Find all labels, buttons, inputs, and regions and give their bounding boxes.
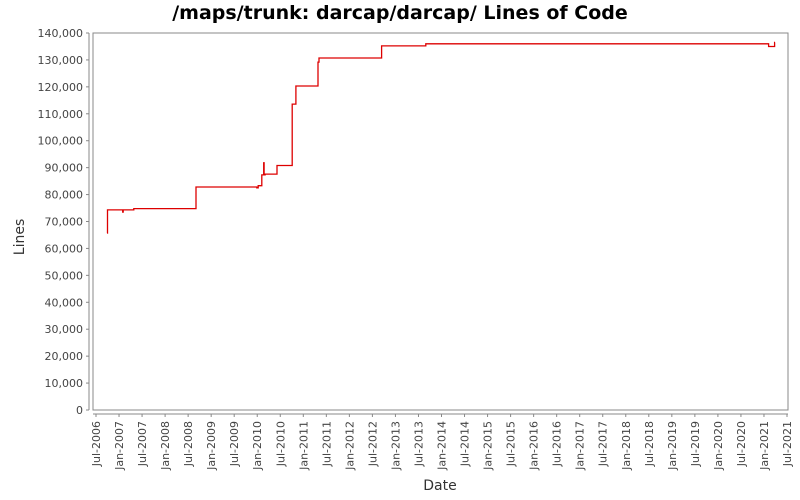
x-tick-label: Jan-2021 [758,421,771,471]
x-tick-label: Jul-2013 [412,421,425,467]
y-axis: 0 10,000 20,000 30,000 40,000 50,000 60,000 70,… [38,27,90,417]
y-tick-label: 20,000 [45,350,84,363]
chart-title: /maps/trunk: darcap/darcap/ Lines of Cod… [172,2,628,24]
x-tick-label: Jan-2014 [436,421,449,471]
x-tick-label: Jul-2014 [459,421,472,467]
y-tick-label: 50,000 [45,269,84,282]
x-axis: Jul-2006 Jan-2007 Jul-2007 Jan-2008 Jul-2008… [90,413,794,471]
y-tick-label: 70,000 [45,216,84,229]
y-tick-label: 110,000 [38,108,84,121]
x-tick-label: Jan-2018 [620,421,633,471]
x-tick-label: Jan-2017 [574,421,587,471]
x-tick-label: Jul-2011 [320,421,333,467]
x-tick-label: Jan-2015 [482,421,495,471]
y-tick-label: 0 [76,404,83,417]
x-tick-label: Jan-2007 [113,421,126,471]
y-tick-label: 30,000 [45,323,84,336]
x-tick-label: Jul-2015 [505,421,518,467]
y-tick-label: 80,000 [45,189,84,202]
x-tick-label: Jul-2020 [735,421,748,467]
y-tick-label: 90,000 [45,162,84,175]
x-tick-label: Jan-2020 [712,421,725,471]
x-tick-label: Jul-2018 [643,421,656,467]
x-axis-label: Date [423,478,456,494]
x-tick-label: Jan-2008 [159,421,172,471]
y-axis-label: Lines [12,219,28,255]
x-tick-label: Jan-2009 [205,421,218,471]
x-tick-label: Jul-2010 [274,421,287,467]
x-tick-label: Jul-2006 [90,421,103,467]
y-tick-label: 100,000 [38,135,84,148]
x-tick-label: Jan-2013 [389,421,402,471]
x-tick-label: Jul-2019 [689,421,702,467]
lines-of-code-series [106,41,776,234]
x-tick-label: Jan-2012 [343,421,356,471]
x-tick-label: Jan-2016 [528,421,541,471]
y-tick-label: 130,000 [38,54,84,67]
x-tick-label: Jul-2007 [136,421,149,467]
x-tick-label: Jul-2008 [182,421,195,467]
x-tick-label: Jul-2012 [366,421,379,467]
y-tick-label: 10,000 [45,377,84,390]
y-tick-label: 40,000 [45,296,84,309]
y-tick-label: 140,000 [38,27,84,40]
x-tick-label: Jan-2019 [666,421,679,471]
x-tick-label: Jul-2017 [597,421,610,467]
plot-area-frame [92,32,789,411]
x-tick-label: Jul-2009 [228,421,241,467]
y-tick-label: 120,000 [38,81,84,94]
x-tick-label: Jan-2010 [251,421,264,471]
x-tick-label: Jul-2016 [551,421,564,467]
x-tick-label: Jan-2011 [297,421,310,471]
x-tick-label: Jul-2021 [781,421,794,467]
y-tick-label: 60,000 [45,242,84,255]
